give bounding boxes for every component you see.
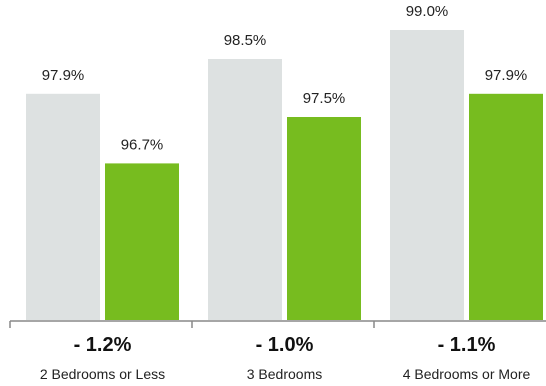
bar-series1-cat1 (26, 93, 100, 320)
data-label-series2-cat1: 96.7% (121, 136, 164, 153)
data-label-series2-cat2: 97.5% (303, 90, 346, 107)
data-label-series1-cat2: 98.5% (224, 32, 267, 49)
bar-series1-cat2 (208, 59, 282, 320)
category-label-cat3: 4 Bedrooms or More (403, 366, 531, 382)
bar-series1-cat3 (390, 30, 464, 320)
bar-series2-cat1 (105, 163, 179, 320)
bar-series2-cat2 (287, 117, 361, 320)
data-label-series2-cat3: 97.9% (485, 67, 528, 84)
change-label-cat2: - 1.0% (256, 334, 314, 356)
change-label-cat1: - 1.2% (74, 334, 132, 356)
bar-series2-cat3 (469, 93, 543, 320)
category-label-cat2: 3 Bedrooms (247, 366, 322, 382)
data-label-series1-cat1: 97.9% (42, 67, 85, 84)
category-label-cat1: 2 Bedrooms or Less (40, 366, 165, 382)
change-label-cat3: - 1.1% (438, 334, 496, 356)
data-label-series1-cat3: 99.0% (406, 3, 449, 20)
